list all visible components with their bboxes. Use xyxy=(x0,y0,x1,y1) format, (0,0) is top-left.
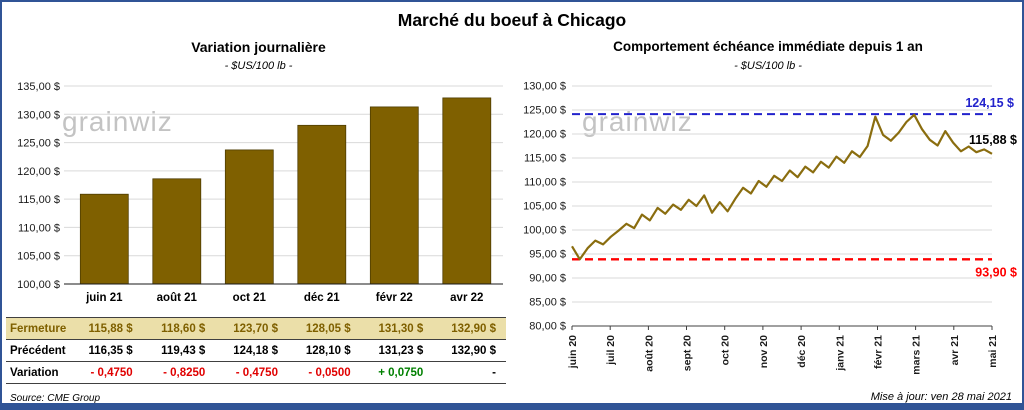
page-title: Marché du boeuf à Chicago xyxy=(397,10,627,30)
y-tick-label: 120,00 $ xyxy=(17,166,60,178)
x-tick-label: sept 20 xyxy=(682,335,694,371)
x-tick-label: août 21 xyxy=(157,292,198,304)
daily-variation-panel: Variation journalière - $US/100 lb - gra… xyxy=(6,36,511,384)
x-tick-label: avr 22 xyxy=(450,292,483,304)
y-tick-label: 130,00 $ xyxy=(523,81,566,93)
line-chart: 80,00 $ 85,00 $ 90,00 $ 95,00 $ 100,00 $ 105,… xyxy=(523,81,1017,375)
y-tick-label: 100,00 $ xyxy=(17,279,60,291)
bar-chart: 100,00 $ 105,00 $ 110,00 $ 115,00 $ 120,00 $… xyxy=(17,81,503,304)
x-tick-label: août 20 xyxy=(643,335,655,372)
x-tick-label: déc 20 xyxy=(796,335,808,368)
x-tick-label: févr 22 xyxy=(376,292,413,304)
table-cell: 128,05 $ xyxy=(305,323,351,335)
y-tick-label: 95,00 $ xyxy=(529,249,566,261)
source-note: Source: CME Group xyxy=(10,393,101,404)
y-tick-label: 85,00 $ xyxy=(529,297,566,309)
table-cell: 132,90 $ xyxy=(451,323,496,335)
price-line xyxy=(571,113,993,261)
x-tick-label: nov 20 xyxy=(758,335,770,368)
table-cell: + 0,0750 xyxy=(378,367,424,379)
y-tick-label: 125,00 $ xyxy=(523,105,566,117)
row-label: Précédent xyxy=(10,345,66,357)
table-cell: 131,23 $ xyxy=(378,345,424,357)
x-tick-label: oct 20 xyxy=(720,335,732,366)
bar xyxy=(224,149,274,285)
table-cell: 131,30 $ xyxy=(378,323,424,335)
table-cell: 115,88 $ xyxy=(88,323,133,335)
bar xyxy=(152,178,202,285)
y-tick-label: 115,00 $ xyxy=(524,153,566,165)
y-tick-label: 125,00 $ xyxy=(17,138,60,150)
x-tick-label: oct 21 xyxy=(233,292,267,304)
y-tick-label: 80,00 $ xyxy=(529,321,566,333)
line-chart-subtitle: - $US/100 lb - xyxy=(734,60,802,72)
summary-table-body: Fermeture 115,88 $ 118,60 $ 123,70 $ 128,05 … xyxy=(6,317,506,384)
table-cell: 116,35 $ xyxy=(88,345,133,357)
bar xyxy=(297,124,347,285)
bar xyxy=(442,97,492,285)
x-tick-label: juin 20 xyxy=(567,335,579,369)
y-tick-label: 105,00 $ xyxy=(17,251,60,263)
y-tick-label: 100,00 $ xyxy=(523,225,566,237)
line-chart-title: Comportement échéance immédiate depuis 1… xyxy=(613,39,923,54)
table-cell: 132,90 $ xyxy=(451,345,496,357)
y-tick-label: 110,00 $ xyxy=(524,177,566,189)
table-cell: - 0,0500 xyxy=(308,367,351,379)
max-value-label: 124,15 $ xyxy=(965,96,1014,110)
y-tick-label: 115,00 $ xyxy=(18,194,60,206)
table-cell: 118,60 $ xyxy=(161,323,206,335)
front-month-panel: Comportement échéance immédiate depuis 1… xyxy=(514,36,1022,386)
x-tick-label: déc 21 xyxy=(304,292,340,304)
bar-chart-subtitle: - $US/100 lb - xyxy=(224,60,293,72)
table-cell: - xyxy=(492,367,496,379)
table-row-variation: Variation - 0,4750 - 0,8250 - 0,4750 - 0,050… xyxy=(6,362,506,384)
table-row-precedent: Précédent 116,35 $ 119,43 $ 124,18 $ 128,10 … xyxy=(6,340,506,362)
table-cell: - 0,8250 xyxy=(163,367,206,379)
row-label: Variation xyxy=(10,367,59,379)
table-cell: - 0,4750 xyxy=(235,367,278,379)
y-tick-label: 120,00 $ xyxy=(523,129,566,141)
bar xyxy=(369,106,419,285)
y-tick-label: 105,00 $ xyxy=(523,201,566,213)
last-value-label: 115,88 $ xyxy=(969,133,1017,147)
x-tick-label: mai 21 xyxy=(987,335,999,368)
grainwiz-watermark: grainwiz xyxy=(582,106,693,137)
x-tick-label: juil 20 xyxy=(605,335,617,366)
bar-chart-title: Variation journalière xyxy=(191,39,326,55)
grainwiz-watermark: grainwiz xyxy=(62,106,173,137)
row-label: Fermeture xyxy=(10,323,67,335)
summary-table: Fermeture 115,88 $ 118,60 $ 123,70 $ 128,05 … xyxy=(6,317,506,384)
min-value-label: 93,90 $ xyxy=(975,265,1017,279)
bar xyxy=(79,193,129,285)
updated-note: Mise à jour: ven 28 mai 2021 xyxy=(870,391,1012,403)
x-tick-label: févr 21 xyxy=(873,335,885,369)
y-tick-label: 110,00 $ xyxy=(18,222,60,234)
table-row-fermeture: Fermeture 115,88 $ 118,60 $ 123,70 $ 128,05 … xyxy=(6,317,506,340)
table-cell: 119,43 $ xyxy=(161,345,206,357)
y-tick-label: 90,00 $ xyxy=(529,273,566,285)
table-cell: 128,10 $ xyxy=(305,345,351,357)
x-tick-label: mars 21 xyxy=(911,335,923,375)
table-cell: 124,18 $ xyxy=(233,345,278,357)
table-cell: - 0,4750 xyxy=(90,367,133,379)
y-tick-label: 130,00 $ xyxy=(17,109,60,121)
x-tick-label: janv 21 xyxy=(834,335,846,372)
x-tick-label: avr 21 xyxy=(949,335,961,366)
table-cell: 123,70 $ xyxy=(233,323,278,335)
y-tick-label: 135,00 $ xyxy=(17,81,60,93)
x-tick-label: juin 21 xyxy=(85,292,123,304)
